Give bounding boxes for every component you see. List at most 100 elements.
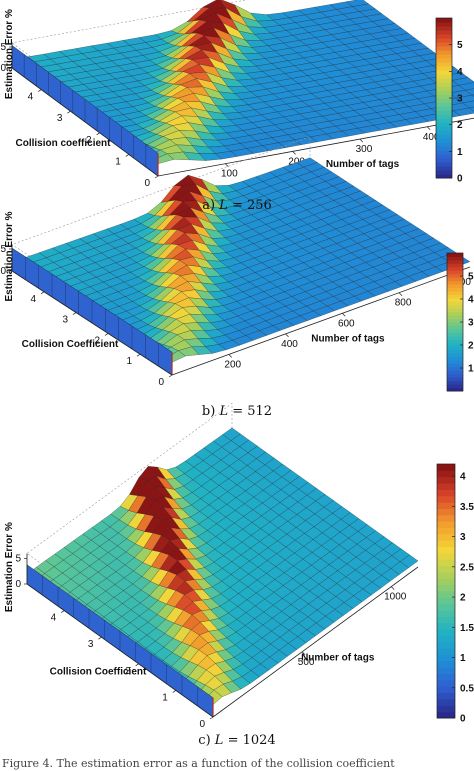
figure-footer-text: Figure 4. The estimation error as a func… [2,757,395,770]
colorbar-1: 0 1 2 3 4 5 [435,17,463,185]
y-tick-label: 2 [94,335,100,346]
colorbar-tick-label: 1 [468,364,474,375]
colorbar-segment [447,349,463,354]
colorbar-2: 1 2 3 4 5 [446,252,474,392]
colorbar-segment [436,142,452,147]
colorbar-segment [447,339,463,344]
y-tick [172,690,176,693]
colorbar-segment [436,150,452,155]
colorbar-segment [437,641,455,649]
x-tick-label: 200 [288,156,305,167]
colorbar-segment [437,654,455,662]
colorbar-segment [436,54,452,59]
colorbar-segment [447,253,463,257]
colorbar-segment [436,94,452,99]
z-tick-label: 5 [0,42,6,53]
colorbar-segment [436,114,452,119]
z-tick-label: 0 [0,63,6,74]
x-tick-label: 1000 [384,592,407,603]
colorbar-segment [436,66,452,71]
colorbar-3: 0 0.5 1 1.5 2 2.5 3 3.5 4 [436,463,474,725]
y-tick [96,132,100,136]
y-tick-label: 0 [144,178,150,189]
colorbar-segment [437,546,455,554]
colorbar-tick-label: 3 [468,318,474,329]
colorbar-segment [447,270,463,275]
y-axis-label: Collision Coefficient [22,339,119,350]
colorbar-segment [437,692,455,700]
x-axis-line [171,266,471,376]
colorbar-tick-label: 5 [468,272,474,283]
colorbar-segment [447,387,463,392]
colorbar-segment [447,373,463,378]
colorbar-segment [436,30,452,35]
z-tick-label: 5 [15,554,21,565]
colorbar-segment [447,325,463,330]
colorbar-segment [437,489,455,497]
z-tick-label: 5 [0,244,6,255]
colorbar-segment [436,74,452,79]
colorbar-tick-label: 3 [460,532,466,543]
colorbar-segment [437,648,455,655]
colorbar-segment [447,363,463,368]
y-tick-label: 4 [51,613,57,624]
y-axis-line [11,67,159,177]
colorbar-segment [437,508,455,516]
colorbar-segment [437,686,455,694]
x-tick-label: 500 [298,657,315,668]
y-tick [40,291,45,295]
colorbar-segment [436,98,452,103]
colorbar-segment [436,174,452,179]
x-axis-line [212,566,419,718]
y-tick [125,154,129,157]
x-tick-label: 300 [356,144,373,155]
x-tick [391,586,395,590]
colorbar-tick-label: 1 [460,653,466,664]
y-tick [67,110,71,114]
colorbar-segment [437,660,455,668]
y-tick [38,89,42,92]
caption-b: b) L = 512 [201,404,273,419]
colorbar-segment [437,571,455,579]
colorbar-segment [447,287,463,292]
colorbar-segment [447,366,463,371]
colorbar-segment [447,318,463,323]
colorbar-segment [447,280,463,285]
colorbar-tick-label: 3 [457,94,463,105]
x-tick-label: 400 [281,339,298,350]
y-tick-label: 2 [125,666,131,677]
colorbar-segment [437,559,455,567]
colorbar-segment [436,118,452,123]
colorbar-segment [437,514,455,522]
colorbar-segment [437,521,455,528]
surface-cell [462,100,474,109]
x-tick-label: 800 [395,298,412,309]
colorbar-segment [436,50,452,55]
colorbar-tick-label: 1.5 [460,623,474,634]
colorbar-tick-label: 2.5 [460,562,474,573]
colorbar-segment [437,578,455,586]
colorbar-tick-label: 2 [457,120,463,131]
x-tick-label: 600 [338,318,355,329]
x-tick [398,292,403,296]
colorbar-segment [447,311,463,316]
y-tick [136,353,141,357]
colorbar-segment [447,301,463,306]
colorbar-segment [437,565,455,573]
colorbar-segment [437,552,455,560]
colorbar-segment [436,158,452,163]
colorbar-segment [447,384,463,389]
colorbar-segment [436,42,452,47]
colorbar-segment [436,146,452,151]
y-tick [104,333,109,336]
colorbar-segment [447,273,463,278]
colorbar-segment [437,527,455,535]
colorbar-segment [437,603,455,611]
colorbar-segment [447,328,463,333]
colorbar-segment [447,356,463,361]
z-tick-label: 0 [15,579,21,590]
z-axis-label: Estimation Error % [4,211,15,301]
colorbar-segment [436,38,452,43]
colorbar-segment [437,679,455,687]
colorbar-tick-label: 5 [457,40,463,51]
